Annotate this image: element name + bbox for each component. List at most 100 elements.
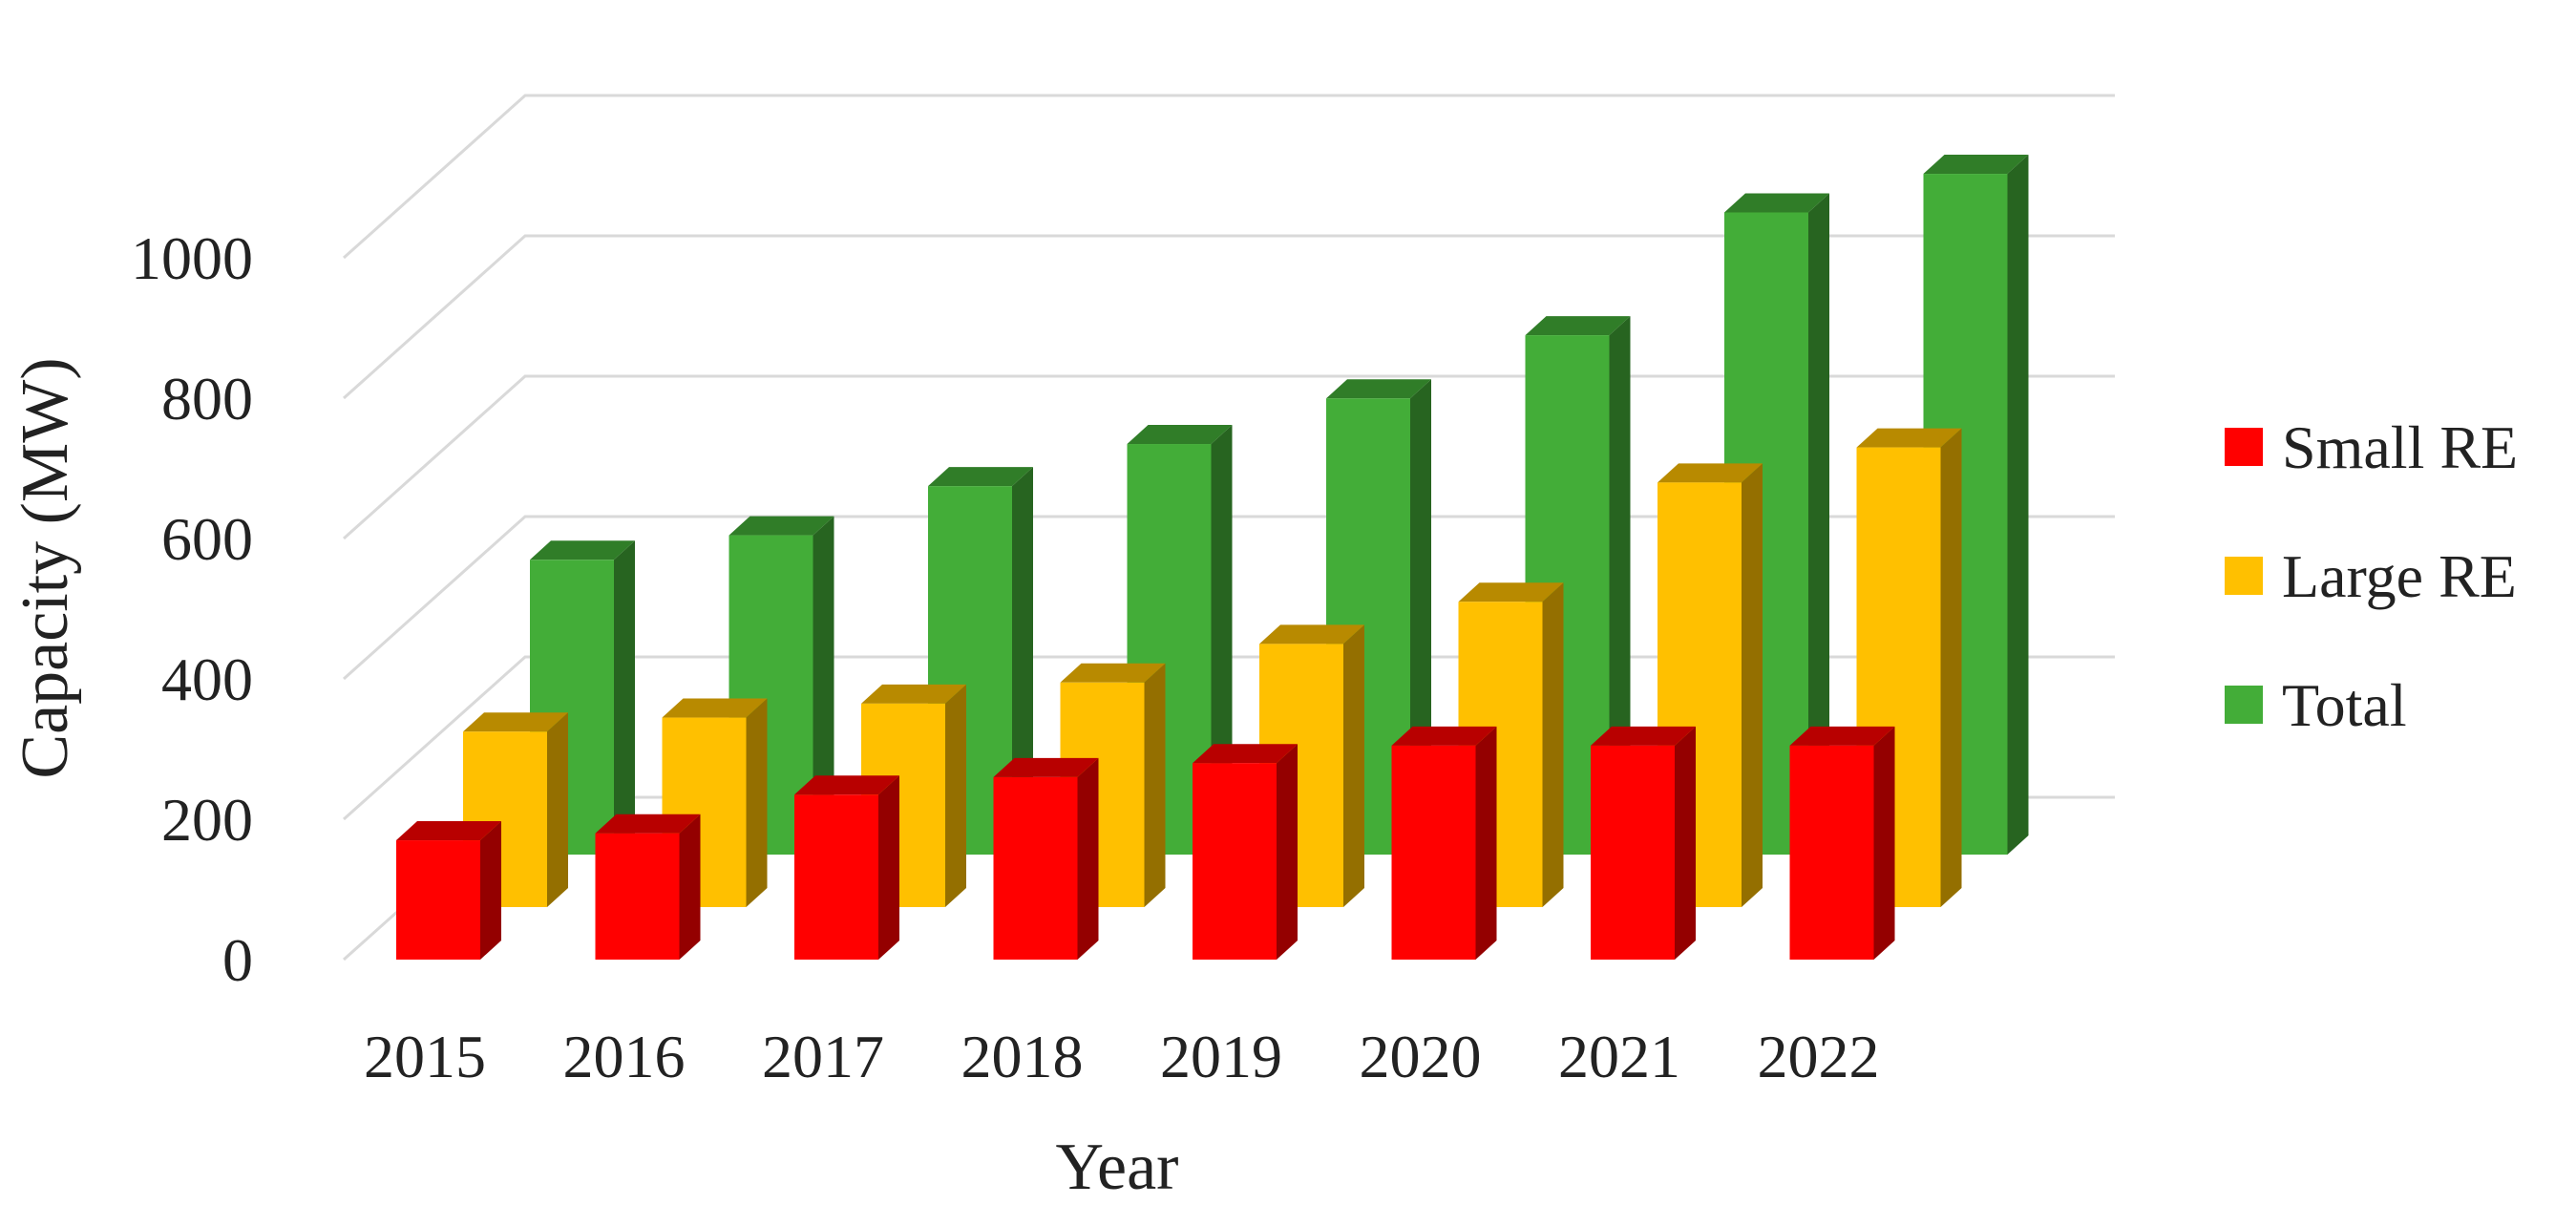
legend-label: Large RE: [2282, 542, 2517, 610]
x-tick-label: 2015: [364, 1023, 486, 1090]
bar-side: [945, 684, 966, 907]
bar-side: [1742, 463, 1763, 907]
bar-side: [1940, 428, 1962, 907]
bar-front: [595, 833, 680, 960]
legend-swatch: [2225, 686, 2263, 724]
bar-top: [1326, 379, 1431, 399]
x-tick-label: 2018: [961, 1023, 1084, 1090]
x-tick-label: 2019: [1160, 1023, 1282, 1090]
bar-front: [1391, 745, 1476, 960]
bar-side: [1808, 193, 1829, 856]
bar-side: [1542, 582, 1564, 907]
bar-top: [928, 467, 1033, 487]
bar: [794, 775, 899, 960]
x-axis-title: Year: [1056, 1131, 1179, 1204]
bar-top: [794, 775, 899, 795]
bar: [463, 712, 568, 907]
bar-side: [746, 698, 768, 907]
bar-side: [1475, 726, 1497, 960]
bar-side: [1012, 467, 1033, 855]
bar-side: [2007, 155, 2029, 856]
legend-swatch: [2225, 428, 2263, 466]
x-tick-label: 2022: [1758, 1023, 1880, 1090]
bar: [396, 821, 501, 960]
x-tick-label: 2016: [563, 1023, 686, 1090]
bar-side: [1675, 726, 1696, 960]
bar-front: [993, 776, 1078, 960]
legend-item: Small RE: [2225, 413, 2518, 481]
bar-top: [1591, 726, 1696, 746]
bar: [993, 757, 1099, 960]
bar-top: [1525, 316, 1631, 336]
bar-top: [861, 684, 966, 704]
bar-side: [679, 814, 701, 960]
bar-top: [1789, 726, 1895, 746]
legend-label: Total: [2282, 671, 2407, 739]
series-small-re: [396, 726, 1895, 960]
bar-top: [1127, 425, 1233, 445]
bar-top: [463, 712, 568, 732]
bar-top: [662, 698, 768, 718]
bar-top: [1856, 428, 1962, 448]
y-tick-label: 600: [161, 505, 253, 573]
y-tick-label: 1000: [131, 224, 253, 292]
bar: [1658, 463, 1763, 907]
bar-front: [1591, 745, 1675, 960]
bar-front: [794, 794, 878, 960]
bar-top: [1391, 726, 1497, 746]
bar-top: [530, 540, 635, 560]
legend-item: Large RE: [2225, 542, 2517, 610]
bar-side: [878, 775, 899, 960]
bar-side: [547, 712, 568, 907]
bar: [1525, 316, 1631, 856]
gridline: [342, 94, 2115, 260]
x-tick-label: 2021: [1558, 1023, 1680, 1090]
series-large-re: [463, 428, 1962, 907]
bar-top: [595, 814, 701, 834]
bar-side: [1077, 757, 1099, 960]
x-tick-label: 2020: [1360, 1023, 1482, 1090]
legend: Small RE Large RE Total: [2225, 413, 2518, 739]
x-axis-ticks: 2015 2016 2017 2018 2019 2020 2021 2022: [364, 1023, 1880, 1090]
bar-top: [1193, 744, 1298, 764]
bar-top: [728, 516, 834, 536]
bar-top: [396, 821, 501, 841]
bar: [1591, 726, 1696, 960]
y-tick-label: 400: [161, 645, 253, 713]
y-axis-title: Capacity (MW): [9, 357, 82, 778]
bar-top: [1060, 663, 1166, 683]
bar-side: [1277, 744, 1298, 960]
bar-side: [1343, 624, 1364, 907]
legend-swatch: [2225, 557, 2263, 595]
bar: [595, 814, 701, 960]
x-tick-label: 2017: [762, 1023, 884, 1090]
bar-top: [1458, 582, 1564, 602]
legend-item: Total: [2225, 671, 2407, 739]
y-tick-label: 200: [161, 786, 253, 854]
y-tick-label: 0: [222, 926, 253, 994]
bar-top: [1923, 155, 2029, 175]
bar: [1391, 726, 1497, 960]
bar-side: [1873, 726, 1895, 960]
bar: [662, 698, 768, 907]
bar-side: [813, 516, 834, 855]
bar-side: [480, 821, 501, 960]
bar-side: [1609, 316, 1631, 856]
bar-front: [1193, 763, 1277, 960]
gridline: [342, 234, 2115, 400]
bar-top: [1259, 624, 1364, 645]
bar-top: [1658, 463, 1763, 483]
bar-side: [1144, 663, 1166, 907]
bar-side: [614, 540, 635, 855]
bars: [396, 155, 2029, 960]
legend-label: Small RE: [2282, 413, 2518, 481]
y-tick-label: 800: [161, 365, 253, 433]
bar-top: [1724, 193, 1829, 213]
y-axis-ticks: 0 200 400 600 800 1000: [131, 224, 253, 994]
bar-front: [396, 840, 480, 960]
bar-top: [993, 757, 1099, 777]
bar: [1789, 726, 1895, 960]
bar: [1193, 744, 1298, 960]
